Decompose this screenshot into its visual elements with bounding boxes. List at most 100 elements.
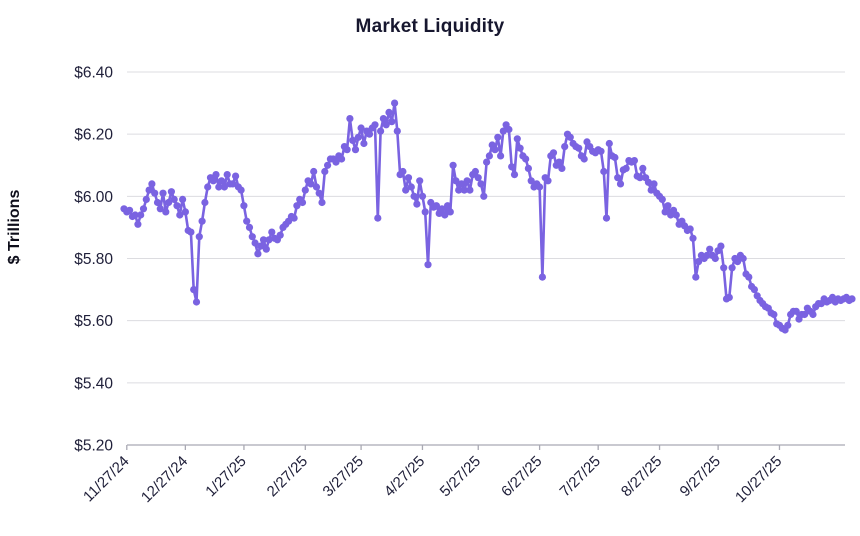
data-point-marker — [522, 155, 530, 163]
data-point-marker — [229, 180, 237, 188]
data-point-marker — [321, 167, 329, 176]
data-point-marker — [209, 177, 217, 185]
data-point-marker — [549, 149, 558, 157]
data-point-marker — [232, 172, 240, 180]
data-point-marker — [734, 258, 742, 266]
data-point-marker — [485, 152, 493, 160]
data-point-marker — [784, 321, 792, 329]
data-point-marker — [324, 161, 332, 169]
data-point-marker — [421, 208, 429, 216]
data-point-marker — [192, 298, 201, 306]
data-point-marker — [218, 177, 226, 185]
data-point-marker — [848, 295, 856, 303]
data-point-marker — [251, 239, 259, 247]
data-point-marker — [167, 188, 175, 196]
data-point-marker — [524, 164, 533, 172]
data-point-marker — [460, 186, 468, 194]
data-point-marker — [639, 164, 647, 172]
data-point-marker — [248, 233, 256, 241]
data-point-marker — [452, 177, 460, 185]
data-point-marker — [170, 195, 178, 203]
data-point-marker — [360, 139, 368, 148]
data-point-marker — [446, 208, 454, 216]
data-point-marker — [243, 217, 251, 225]
y-tick-label: $6.40 — [74, 65, 113, 82]
data-point-marker — [156, 205, 164, 213]
data-point-marker — [809, 310, 817, 319]
data-point-marker — [689, 234, 697, 242]
data-point-marker — [622, 164, 630, 172]
data-point-marker — [647, 186, 655, 194]
y-tick-label: $6.20 — [74, 127, 113, 144]
x-tick-label: 12/27/24 — [138, 453, 191, 506]
data-point-marker — [404, 174, 413, 182]
data-point-marker — [792, 307, 800, 315]
data-point-marker — [153, 198, 162, 207]
data-point-marker — [346, 115, 354, 123]
data-point-marker — [385, 108, 393, 116]
data-point-marker — [195, 233, 203, 241]
data-point-marker — [536, 183, 544, 191]
data-point-marker — [580, 155, 588, 163]
x-tick-label: 8/27/25 — [618, 453, 665, 500]
data-point-marker — [686, 225, 694, 233]
data-point-marker — [538, 273, 547, 281]
data-point-marker — [379, 115, 387, 123]
data-point-marker — [703, 251, 711, 259]
data-point-marker — [630, 157, 639, 165]
data-point-marker — [544, 177, 552, 185]
data-point-marker — [365, 130, 374, 138]
data-point-marker — [616, 180, 625, 188]
x-tick-label: 2/27/25 — [264, 453, 311, 500]
data-point-marker — [187, 228, 195, 236]
data-point-marker — [644, 178, 653, 186]
data-point-marker — [463, 177, 471, 185]
data-point-marker — [201, 198, 209, 207]
data-point-marker — [444, 202, 452, 210]
x-tick-label: 4/27/25 — [381, 453, 428, 500]
data-point-marker — [600, 167, 608, 176]
x-tick-label: 3/27/25 — [320, 453, 367, 500]
x-tick-label: 10/27/25 — [732, 453, 785, 506]
data-point-marker — [416, 177, 424, 185]
data-point-marker — [508, 163, 516, 171]
data-point-marker — [672, 211, 680, 219]
data-point-marker — [318, 198, 326, 207]
data-point-marker — [145, 186, 153, 194]
data-point-marker — [494, 133, 502, 141]
data-point-marker — [374, 214, 382, 222]
data-point-marker — [181, 208, 189, 216]
data-point-marker — [424, 261, 432, 269]
y-tick-label: $5.20 — [74, 438, 113, 455]
data-point-marker — [349, 136, 357, 144]
data-point-marker — [377, 127, 385, 135]
data-point-marker — [605, 139, 613, 148]
data-point-marker — [410, 192, 418, 200]
data-point-marker — [290, 214, 298, 222]
data-point-marker — [310, 167, 318, 176]
data-point-marker — [491, 146, 499, 154]
data-point-marker — [602, 214, 611, 222]
data-point-marker — [402, 186, 410, 194]
data-point-marker — [240, 202, 248, 210]
data-point-marker — [750, 286, 759, 294]
data-point-marker — [393, 127, 401, 135]
liquidity-line — [122, 101, 854, 332]
data-point-marker — [176, 211, 184, 219]
data-point-marker — [717, 242, 725, 250]
data-point-marker — [441, 211, 449, 219]
x-tick-label: 1/27/25 — [202, 453, 249, 500]
data-point-marker — [179, 195, 187, 203]
data-point-marker — [566, 133, 574, 141]
data-point-marker — [413, 200, 421, 208]
data-point-marker — [692, 273, 700, 281]
data-point-marker — [259, 236, 268, 244]
data-point-marker — [212, 171, 220, 179]
data-point-marker — [237, 186, 245, 194]
data-point-marker — [457, 180, 466, 188]
data-point-marker — [245, 223, 254, 231]
y-tick-label: $5.40 — [74, 375, 113, 392]
data-point-marker — [466, 186, 474, 194]
data-point-marker — [391, 99, 399, 107]
